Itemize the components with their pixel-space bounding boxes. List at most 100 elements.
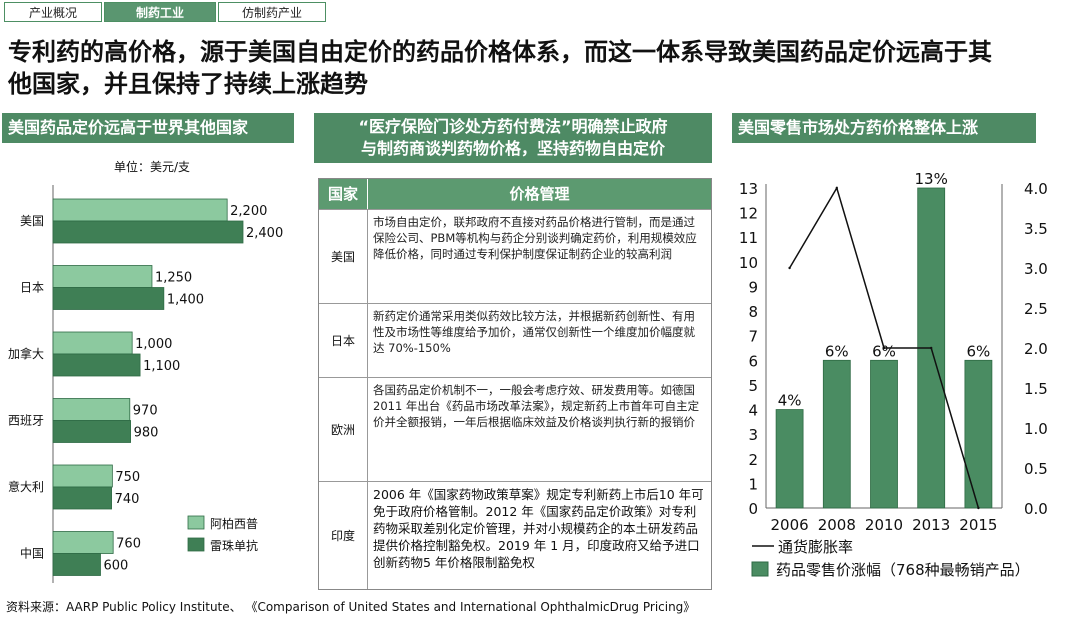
table-row: 日本 新药定价通常采用类似药效比较方法，并根据新药创新性、有用性及市场性等维度给… [319, 303, 711, 377]
table-row: 欧洲 各国药品定价机制不一，一般会考虑疗效、研发费用等。如德国2011 年出台《… [319, 377, 711, 481]
tab-generic-industry[interactable]: 仿制药产业 [218, 2, 326, 22]
inflation-point [882, 346, 886, 350]
row-text: 市场自由定价，联邦政府不直接对药品价格进行管制，而是通过保险公司、PBM等机构与… [373, 215, 697, 261]
middle-title-line1: “医疗保险门诊处方药付费法”明确禁止政府 [358, 117, 668, 136]
bar [52, 287, 165, 310]
right-tick-label: 3.0 [1024, 260, 1048, 278]
category-label: 加拿大 [8, 346, 44, 361]
middle-section-title: “医疗保险门诊处方药付费法”明确禁止政府 与制药商谈判药物价格，坚持药物自由定价 [314, 113, 712, 163]
left-tick-label: 3 [748, 426, 758, 444]
left-tick-label: 12 [739, 205, 758, 223]
nav-tabs: 产业概况 制药工业 仿制药产业 [4, 2, 328, 22]
inflation-point [977, 506, 980, 510]
legend-label: 雷珠单抗 [210, 538, 258, 553]
value-label: 2,400 [246, 226, 283, 241]
bar-value-label: 6% [872, 342, 896, 360]
x-tick-label: 2008 [818, 516, 856, 534]
value-label: 760 [116, 537, 141, 552]
right-tick-label: 0.0 [1024, 500, 1048, 518]
bar [870, 359, 898, 509]
inflation-point [835, 186, 838, 190]
category-label: 西班牙 [8, 414, 44, 428]
left-tick-label: 13 [739, 180, 758, 198]
x-tick-label: 2006 [771, 516, 809, 534]
row-text: 新药定价通常采用类似药效比较方法，并根据新药创新性、有用性及市场性等维度给予加价… [373, 309, 695, 355]
row-text: 2006 年《国家药物政策草案》规定专利新药上市后10 年可免于政府价格管制。2… [373, 487, 704, 570]
bar [52, 464, 113, 488]
right-section-title: 美国零售市场处方药价格整体上涨 [732, 113, 1036, 143]
value-label: 600 [104, 559, 129, 574]
bar [964, 359, 993, 509]
left-tick-label: 8 [748, 303, 758, 321]
tab-industry-overview[interactable]: 产业概况 [4, 2, 102, 22]
category-label: 中国 [20, 546, 44, 561]
x-tick-label: 2010 [865, 516, 903, 534]
right-tick-label: 2.5 [1024, 300, 1048, 318]
category-label: 日本 [20, 281, 44, 295]
left-tick-label: 4 [748, 402, 758, 420]
page-title: 专利药的高价格，源于美国自由定价的药品价格体系，而这一体系导致美国药品定价远高于… [8, 38, 992, 98]
bar-value-label: 6% [825, 342, 849, 360]
bar [775, 409, 804, 509]
x-tick-label: 2015 [959, 516, 997, 534]
legend-label: 阿柏西普 [210, 516, 258, 531]
value-label: 1,250 [155, 271, 192, 286]
bar-value-label: 13% [915, 172, 948, 188]
value-label: 740 [115, 492, 140, 507]
bar [52, 398, 131, 421]
inflation-point [788, 266, 791, 270]
row-country: 欧洲 [319, 378, 368, 481]
x-tick-label: 2013 [912, 516, 950, 534]
bar [52, 553, 101, 576]
left-tick-label: 1 [748, 475, 758, 493]
table-row: 美国 市场自由定价，联邦政府不直接对药品价格进行管制，而是通过保险公司、PBM等… [319, 209, 711, 303]
value-label: 980 [134, 426, 159, 441]
row-country: 印度 [319, 482, 368, 589]
bar [822, 359, 851, 509]
retail-price-trend-chart: 0123456789101112130.00.51.01.52.02.53.03… [739, 172, 1048, 579]
table-row: 印度 2006 年《国家药物政策草案》规定专利新药上市后10 年可免于政府价格管… [319, 481, 711, 589]
bar [52, 220, 244, 244]
value-label: 1,000 [135, 337, 172, 352]
value-label: 750 [115, 470, 140, 485]
legend-bar-swatch [751, 561, 769, 577]
value-label: 2,200 [230, 204, 267, 219]
row-text: 各国药品定价机制不一，一般会考虑疗效、研发费用等。如德国2011 年出台《药品市… [373, 383, 700, 429]
category-label: 美国 [20, 214, 44, 228]
category-label: 意大利 [8, 479, 44, 494]
inflation-point [930, 346, 933, 350]
value-label: 1,400 [167, 293, 204, 308]
table-header: 国家 价格管理 [319, 179, 711, 209]
legend-swatch [187, 537, 205, 552]
right-tick-label: 1.5 [1024, 380, 1048, 398]
left-tick-label: 9 [748, 278, 758, 296]
legend-label: 通货膨胀率 [778, 538, 853, 556]
right-tick-label: 3.5 [1024, 220, 1048, 238]
bar-value-label: 6% [967, 342, 991, 360]
left-tick-label: 6 [748, 352, 758, 370]
header-price-management: 价格管理 [509, 185, 570, 203]
right-tick-label: 0.5 [1024, 460, 1048, 478]
legend-label: 药品零售价涨幅（768种最畅销产品） [776, 561, 1030, 579]
bar [52, 486, 112, 510]
value-label: 1,100 [143, 359, 180, 374]
bar [52, 353, 141, 377]
bar [52, 198, 228, 222]
left-tick-label: 5 [748, 377, 758, 395]
price-comparison-chart: 美国 2,200 2,400 日本 1,250 1,400 加拿大 1,000 1,100 西班牙… [8, 185, 283, 583]
right-tick-label: 2.0 [1024, 340, 1048, 358]
bar [52, 265, 153, 288]
left-section-title: 美国药品定价远高于世界其他国家 [2, 113, 294, 143]
tab-pharma-industry[interactable]: 制药工业 [104, 2, 216, 22]
left-tick-label: 10 [739, 254, 758, 272]
right-tick-label: 1.0 [1024, 420, 1048, 438]
value-label: 970 [133, 404, 158, 419]
bar [52, 531, 114, 554]
row-country: 日本 [319, 304, 368, 377]
left-tick-label: 7 [748, 328, 758, 346]
legend-swatch [187, 515, 205, 530]
middle-title-line2: 与制药商谈判药物价格，坚持药物自由定价 [360, 139, 665, 158]
left-tick-label: 0 [748, 500, 758, 518]
source-note: 资料来源：AARP Public Policy Institute、 《Comp… [6, 600, 696, 614]
unit-label: 单位：美元/支 [114, 160, 191, 174]
